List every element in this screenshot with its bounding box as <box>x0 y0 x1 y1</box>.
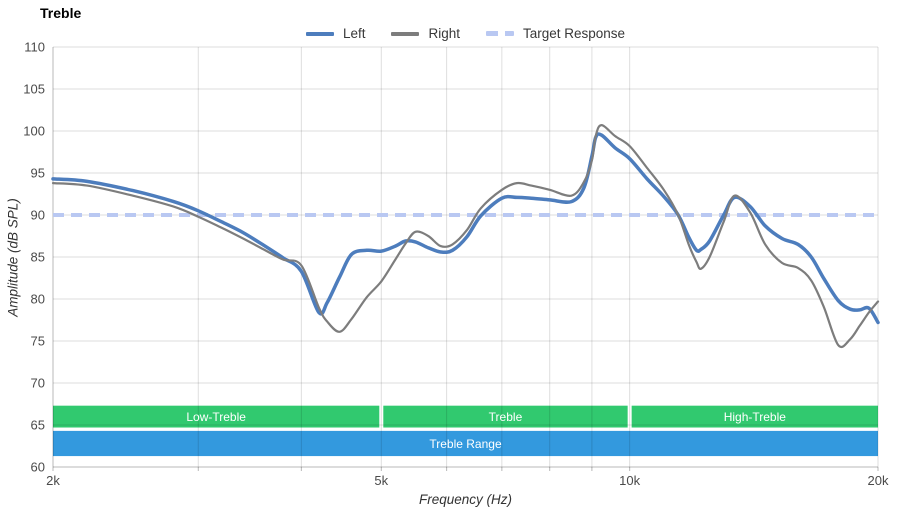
band-label-treble-range: Treble Range <box>429 437 502 451</box>
tick-labels-layer: 60 65 70 75 80 85 90 95 100 105 110 2k 5k 10k 20k <box>23 40 889 489</box>
legend-item-left[interactable]: Left <box>305 26 366 41</box>
range-bands-layer <box>53 405 878 457</box>
legend-label-target-response: Target Response <box>522 26 626 41</box>
y-tick-label-75: 75 <box>31 334 45 349</box>
target-response-swatch <box>485 31 514 36</box>
band-treble <box>383 405 628 428</box>
band-treble-range <box>53 430 878 457</box>
band-low-treble <box>53 405 380 428</box>
curves-layer <box>51 124 880 349</box>
y-axis-title: Amplitude (dB SPL) <box>5 198 21 317</box>
y-tick-label-95: 95 <box>31 166 45 181</box>
y-tick-label-110: 110 <box>24 40 45 55</box>
x-axis-title: Frequency (Hz) <box>418 492 513 507</box>
left-curve <box>51 132 880 325</box>
right-curve <box>51 124 880 349</box>
band-high-treble <box>631 405 878 428</box>
y-tick-label-100: 100 <box>23 124 45 139</box>
right-line-swatch <box>391 31 420 36</box>
y-tick-label-90: 90 <box>31 208 45 223</box>
y-tick-label-60: 60 <box>31 460 45 475</box>
legend-item-target-response[interactable]: Target Response <box>485 26 626 41</box>
x-tick-label-10k: 10k <box>619 473 640 488</box>
x-tick-label-2k: 2k <box>46 473 60 488</box>
y-tick-label-65: 65 <box>31 418 45 433</box>
band-labels-layer: Low-Treble Treble High-Treble Treble Range <box>186 410 786 451</box>
x-tick-label-5k: 5k <box>374 473 388 488</box>
y-tick-label-70: 70 <box>31 376 45 391</box>
band-label-high-treble: High-Treble <box>724 410 787 424</box>
legend-item-right[interactable]: Right <box>391 26 460 41</box>
plot-area[interactable] <box>53 47 878 467</box>
legend-label-right: Right <box>428 26 460 41</box>
chart-title: Treble <box>40 5 82 21</box>
band-label-treble: Treble <box>489 410 523 424</box>
gridlines-layer <box>52 46 879 468</box>
band-label-low-treble: Low-Treble <box>186 410 246 424</box>
y-tick-label-105: 105 <box>23 82 45 97</box>
left-line-swatch <box>305 31 334 36</box>
y-tick-label-85: 85 <box>31 250 45 265</box>
y-tick-label-80: 80 <box>31 292 45 307</box>
x-tick-label-20k: 20k <box>868 473 889 488</box>
legend: Left Right Target Response <box>53 26 878 41</box>
legend-label-left: Left <box>342 26 366 41</box>
